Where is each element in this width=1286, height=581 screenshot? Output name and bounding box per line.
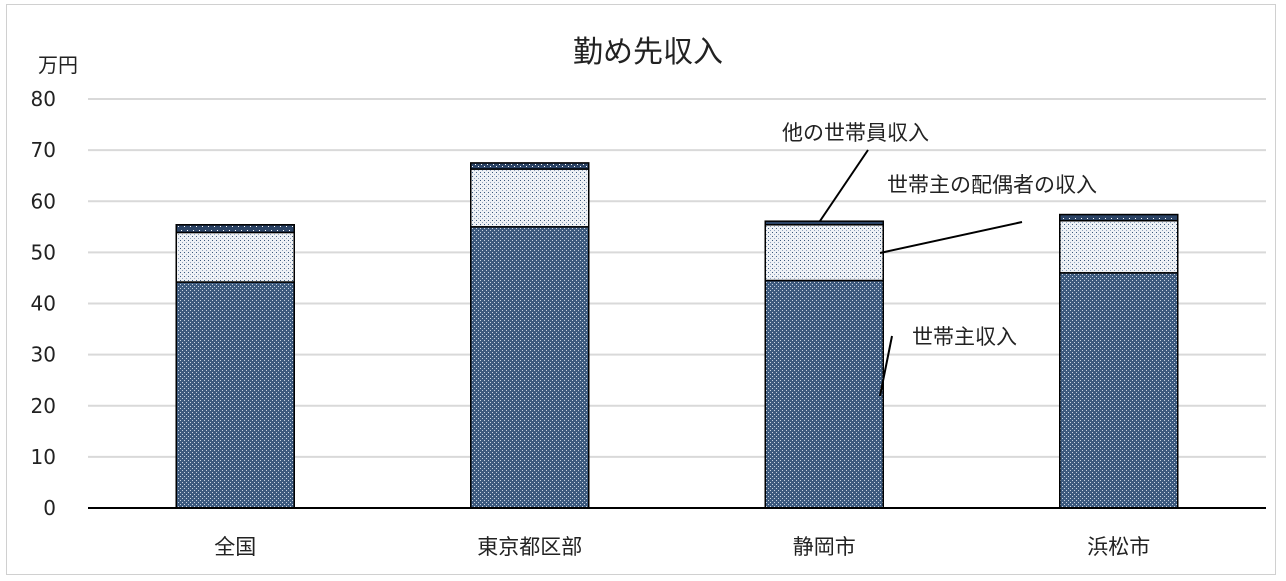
- bar-segment-other: [1059, 213, 1179, 222]
- callout-line-spouse: [879, 221, 1023, 254]
- y-tick-label: 70: [31, 138, 56, 162]
- y-axis-ticks: 0 10 20 30 40 50 60 70 80: [31, 87, 56, 520]
- y-tick-label: 0: [43, 496, 56, 520]
- bar-segment-spouse: [470, 168, 590, 228]
- bar-segment-other: [175, 224, 295, 234]
- bar-segment-other: [470, 162, 590, 170]
- y-tick-label: 80: [31, 87, 56, 111]
- callout-line-head: [879, 335, 893, 397]
- bar-segment-head: [175, 281, 295, 509]
- bar-segment-head: [470, 226, 590, 509]
- x-axis-ticks: 全国 東京都区部 静岡市 浜松市: [214, 535, 1150, 559]
- y-tick-label: 40: [31, 292, 56, 316]
- y-tick-label: 50: [31, 240, 56, 264]
- x-tick-label: 全国: [214, 535, 256, 559]
- y-tick-label: 30: [31, 343, 56, 367]
- x-tick-label: 静岡市: [793, 535, 856, 559]
- x-tick-label: 東京都区部: [477, 535, 582, 559]
- annotation-spouse: 世帯主の配偶者の収入: [887, 173, 1097, 197]
- bar-segment-spouse: [175, 231, 295, 283]
- annotation-head: 世帯主収入: [912, 325, 1017, 349]
- bars: [175, 162, 1179, 509]
- bar-segment-head: [764, 279, 884, 509]
- y-tick-label: 10: [31, 445, 56, 469]
- y-tick-label: 60: [31, 189, 56, 213]
- y-axis-unit-label: 万円: [38, 53, 78, 77]
- x-tick-label: 浜松市: [1087, 535, 1150, 559]
- y-tick-label: 20: [31, 394, 56, 418]
- bar-segment-head: [1059, 272, 1179, 509]
- annotation-other-members: 他の世帯員収入: [782, 121, 929, 145]
- bar-segment-spouse: [1059, 219, 1179, 274]
- bar-segment-other: [764, 220, 884, 226]
- bar-segment-spouse: [764, 224, 884, 282]
- chart-title: 勤め先収入: [573, 35, 723, 70]
- callout-line-other: [819, 149, 869, 222]
